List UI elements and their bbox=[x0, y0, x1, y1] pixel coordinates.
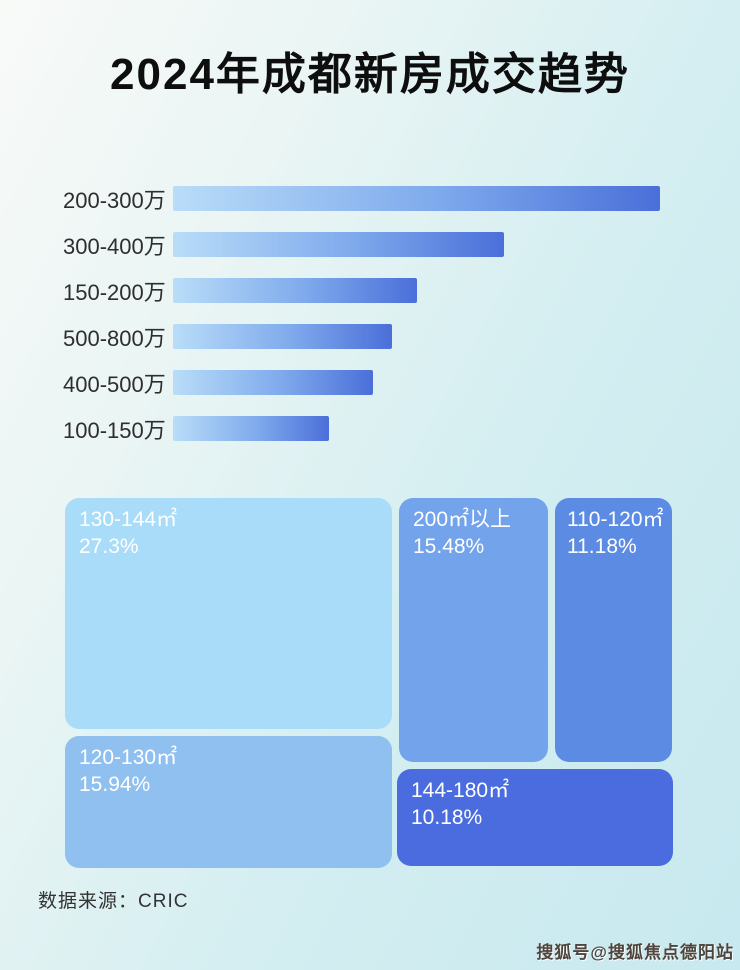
bar-label: 100-150万 bbox=[63, 417, 166, 443]
data-source: 数据来源：CRIC bbox=[38, 891, 189, 912]
bar-fill bbox=[173, 416, 329, 441]
bar-fill bbox=[173, 232, 505, 257]
tile-label: 200㎡以上 bbox=[413, 508, 512, 531]
tile-label: 144-180㎡ bbox=[411, 779, 510, 802]
bar-label: 500-800万 bbox=[63, 325, 166, 351]
treemap-tile: 144-180㎡ 10.18% bbox=[397, 769, 673, 866]
tile-label: 130-144㎡ bbox=[79, 508, 178, 531]
bar-fill bbox=[173, 370, 373, 395]
bar-track bbox=[173, 324, 660, 349]
bar-row: 500-800万 bbox=[63, 324, 660, 351]
bar-label: 300-400万 bbox=[63, 233, 166, 259]
bar-fill bbox=[173, 324, 393, 349]
bar-row: 400-500万 bbox=[63, 370, 660, 397]
bar-row: 200-300万 bbox=[63, 186, 660, 213]
tile-label: 110-120㎡ bbox=[567, 508, 664, 531]
bar-track bbox=[173, 278, 660, 303]
bar-track bbox=[173, 232, 660, 257]
bar-row: 100-150万 bbox=[63, 416, 660, 443]
watermark: 搜狐号@搜狐焦点德阳站 bbox=[536, 943, 734, 962]
treemap: 130-144㎡ 27.3% 120-130㎡ 15.94% 200㎡以上 15… bbox=[65, 498, 675, 870]
tile-label: 120-130㎡ bbox=[79, 746, 178, 769]
tile-percent: 15.48% bbox=[413, 535, 485, 559]
bar-track bbox=[173, 186, 660, 211]
bar-row: 300-400万 bbox=[63, 232, 660, 259]
treemap-tile: 110-120㎡ 11.18% bbox=[555, 498, 672, 762]
bar-track bbox=[173, 370, 660, 395]
page-title: 2024年成都新房成交趋势 bbox=[110, 50, 630, 99]
tile-percent: 10.18% bbox=[411, 806, 483, 830]
treemap-tile: 130-144㎡ 27.3% bbox=[65, 498, 392, 729]
bar-row: 150-200万 bbox=[63, 278, 660, 305]
tile-percent: 27.3% bbox=[79, 535, 139, 559]
bar-fill bbox=[173, 186, 660, 211]
bar-label: 400-500万 bbox=[63, 371, 166, 397]
bar-label: 200-300万 bbox=[63, 187, 166, 213]
bar-chart: 200-300万 300-400万 150-200万 500-800万 400-… bbox=[63, 186, 660, 462]
bar-fill bbox=[173, 278, 417, 303]
treemap-tile: 200㎡以上 15.48% bbox=[399, 498, 548, 762]
treemap-tile: 120-130㎡ 15.94% bbox=[65, 736, 392, 868]
tile-percent: 15.94% bbox=[79, 773, 151, 797]
bar-label: 150-200万 bbox=[63, 279, 166, 305]
tile-percent: 11.18% bbox=[567, 535, 637, 559]
bar-track bbox=[173, 416, 660, 441]
